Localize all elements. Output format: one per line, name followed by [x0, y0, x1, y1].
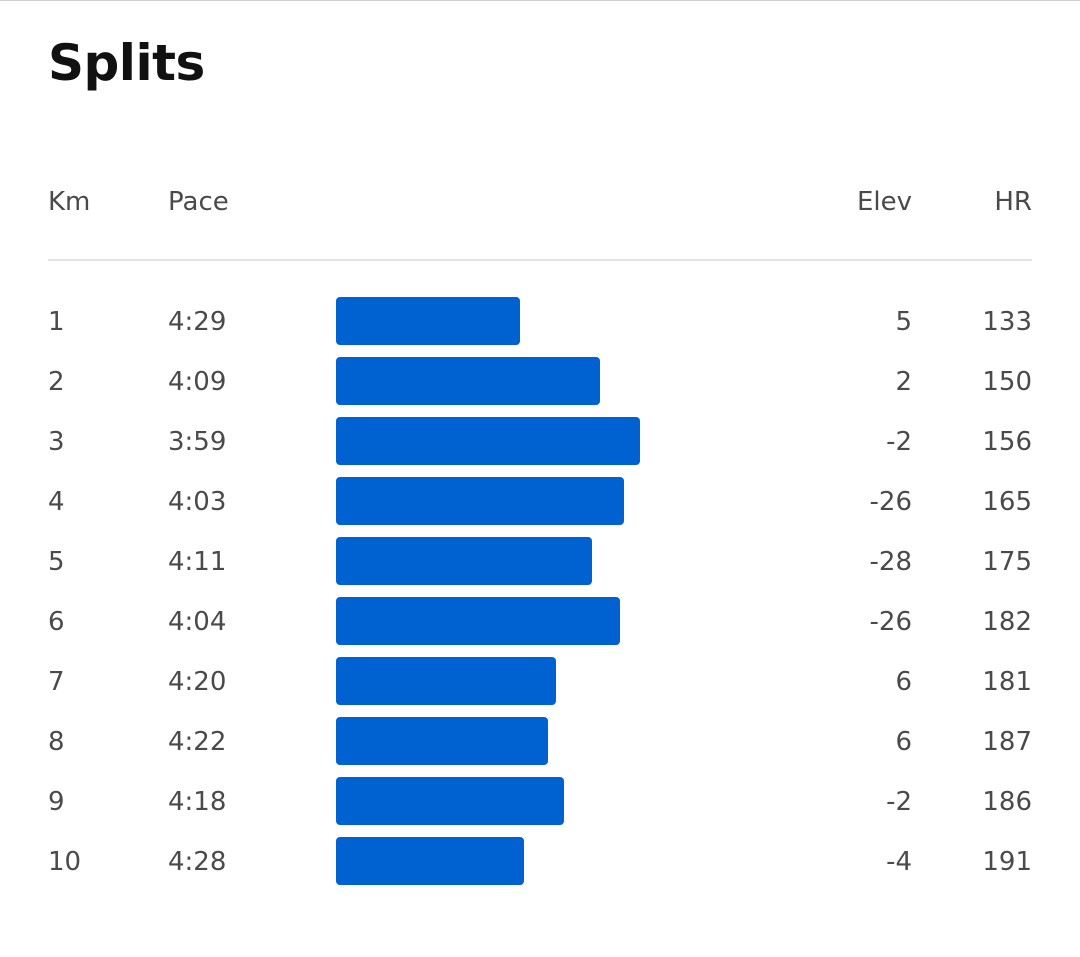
split-elev: 2	[895, 367, 912, 397]
pace-bar	[336, 537, 592, 585]
pace-bar-track	[336, 537, 816, 585]
pace-bar-track	[336, 597, 816, 645]
split-km: 2	[48, 367, 65, 397]
pace-bar	[336, 837, 524, 885]
column-header-pace: Pace	[168, 187, 229, 217]
split-km: 6	[48, 607, 65, 637]
pace-bar	[336, 777, 564, 825]
split-hr: 186	[982, 787, 1032, 817]
column-header-km: Km	[48, 187, 91, 217]
pace-bar-track	[336, 717, 816, 765]
split-elev: -28	[869, 547, 912, 577]
pace-bar	[336, 477, 624, 525]
split-pace: 4:29	[168, 307, 227, 337]
split-km: 10	[48, 847, 82, 877]
split-hr: 175	[982, 547, 1032, 577]
pace-bar-track	[336, 837, 816, 885]
split-hr: 156	[982, 427, 1032, 457]
top-divider	[0, 0, 1080, 1]
split-hr: 133	[982, 307, 1032, 337]
split-hr: 182	[982, 607, 1032, 637]
split-row: 10 4:28 -4 191	[0, 837, 1080, 885]
pace-bar	[336, 717, 548, 765]
pace-bar-track	[336, 417, 816, 465]
split-hr: 191	[982, 847, 1032, 877]
split-elev: 6	[895, 667, 912, 697]
split-km: 9	[48, 787, 65, 817]
split-pace: 4:20	[168, 667, 227, 697]
split-pace: 4:28	[168, 847, 227, 877]
header-divider	[48, 259, 1032, 261]
split-elev: 5	[895, 307, 912, 337]
split-pace: 4:22	[168, 727, 227, 757]
split-elev: -26	[869, 607, 912, 637]
split-hr: 181	[982, 667, 1032, 697]
column-header-elev: Elev	[856, 187, 912, 217]
split-row: 5 4:11 -28 175	[0, 537, 1080, 585]
pace-bar-track	[336, 357, 816, 405]
split-pace: 4:18	[168, 787, 227, 817]
split-row: 3 3:59 -2 156	[0, 417, 1080, 465]
split-km: 7	[48, 667, 65, 697]
split-hr: 187	[982, 727, 1032, 757]
split-km: 5	[48, 547, 65, 577]
column-header-hr: HR	[994, 187, 1032, 217]
pace-bar	[336, 297, 520, 345]
split-elev: 6	[895, 727, 912, 757]
split-row: 8 4:22 6 187	[0, 717, 1080, 765]
pace-bar	[336, 417, 640, 465]
split-km: 8	[48, 727, 65, 757]
split-km: 4	[48, 487, 65, 517]
pace-bar	[336, 657, 556, 705]
split-row: 2 4:09 2 150	[0, 357, 1080, 405]
split-elev: -2	[886, 787, 912, 817]
split-row: 9 4:18 -2 186	[0, 777, 1080, 825]
split-pace: 4:11	[168, 547, 227, 577]
pace-bar-track	[336, 657, 816, 705]
pace-bar-track	[336, 297, 816, 345]
split-row: 1 4:29 5 133	[0, 297, 1080, 345]
split-pace: 3:59	[168, 427, 227, 457]
split-row: 7 4:20 6 181	[0, 657, 1080, 705]
pace-bar-track	[336, 477, 816, 525]
split-hr: 165	[982, 487, 1032, 517]
splits-table: 1 4:29 5 133 2 4:09 2 150 3 3:59 -2 1 5 6 …	[0, 297, 1080, 897]
pace-bar	[336, 597, 620, 645]
split-elev: -2	[886, 427, 912, 457]
split-km: 1	[48, 307, 65, 337]
split-km: 3	[48, 427, 65, 457]
split-pace: 4:09	[168, 367, 227, 397]
page-title: Splits	[48, 34, 205, 92]
split-row: 6 4:04 -26 182	[0, 597, 1080, 645]
split-elev: -4	[886, 847, 912, 877]
split-pace: 4:04	[168, 607, 227, 637]
split-pace: 4:03	[168, 487, 227, 517]
split-row: 4 4:03 -26 165	[0, 477, 1080, 525]
pace-bar-track	[336, 777, 816, 825]
split-hr: 150	[982, 367, 1032, 397]
split-elev: -26	[869, 487, 912, 517]
pace-bar	[336, 357, 600, 405]
